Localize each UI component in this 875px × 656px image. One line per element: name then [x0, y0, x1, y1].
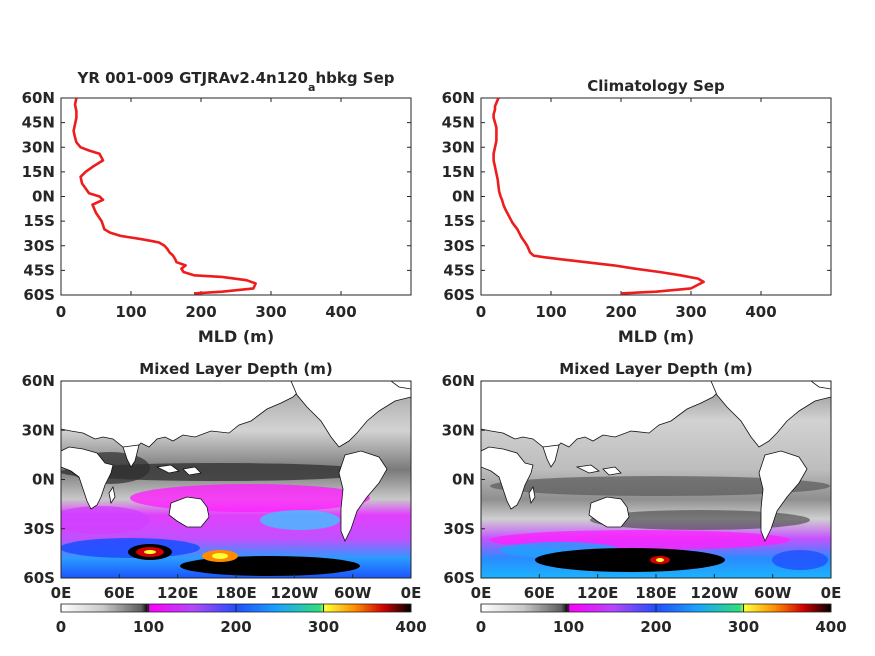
colorbar-tick-label: 200 — [640, 618, 671, 636]
y-tick-label: 30S — [443, 237, 475, 255]
x-tick-label: 400 — [745, 303, 776, 321]
map-1-field — [61, 381, 411, 578]
panel-1-axes-box — [60, 97, 412, 296]
map-y-tick-label: 60N — [442, 372, 475, 390]
map-x-tick-label: 180E — [635, 584, 677, 602]
y-tick-label: 15N — [22, 163, 55, 181]
x-tick-label: 200 — [185, 303, 216, 321]
colorbar-tick-label: 200 — [220, 618, 251, 636]
y-tick-label: 45N — [442, 114, 475, 132]
y-tick-label: 45S — [23, 261, 55, 279]
profile-panel-1: YR 001-009 GTJRAv2.4n120ahbkg Sep 60N 45N… — [22, 69, 412, 346]
x-tick-label: 300 — [675, 303, 706, 321]
map-x-tick-label: 120W — [690, 584, 738, 602]
colorbar-tick-label: 400 — [395, 618, 426, 636]
map-y-tick-label: 30S — [23, 520, 55, 538]
y-tick-label: 30S — [23, 237, 55, 255]
map-x-tick-label: 120E — [577, 584, 619, 602]
panel-1-title-suffix: hbkg Sep — [315, 69, 394, 87]
map-x-tick-label: 60W — [754, 584, 792, 602]
panel-1-x-axis-label: MLD (m) — [198, 327, 274, 346]
map-2-title: Mixed Layer Depth (m) — [559, 360, 752, 378]
y-tick-label: 45S — [443, 261, 475, 279]
map-y-tick-label: 30S — [443, 520, 475, 538]
colorbar-tick-label: 100 — [553, 618, 584, 636]
map-1-y-ticks: 60N 30N 0N 30S 60S — [22, 372, 65, 587]
map-y-tick-label: 60N — [22, 372, 55, 390]
map-x-tick-label: 0E — [51, 584, 72, 602]
y-tick-label: 15N — [442, 163, 475, 181]
y-tick-label: 15S — [23, 212, 55, 230]
x-tick-label: 300 — [255, 303, 286, 321]
colorbar-tick-label: 400 — [815, 618, 846, 636]
map-x-tick-label: 60E — [524, 584, 555, 602]
map-y-tick-label: 30N — [22, 421, 55, 439]
map-y-tick-label: 0N — [32, 471, 55, 489]
y-tick-label: 0N — [32, 188, 55, 206]
y-tick-label: 60N — [22, 89, 55, 107]
panel-1-y-ticks: 60N 45N 30N 15N 0N 15S 30S 45S 60S — [22, 89, 411, 304]
map-x-tick-label: 60W — [334, 584, 372, 602]
y-tick-label: 45N — [22, 114, 55, 132]
panel-2-y-ticks: 60N 45N 30N 15N 0N 15S 30S 45S 60S — [442, 89, 831, 304]
x-tick-label: 100 — [535, 303, 566, 321]
y-tick-label: 30N — [442, 138, 475, 156]
x-tick-label: 200 — [605, 303, 636, 321]
map-x-tick-label: 180E — [215, 584, 257, 602]
panel-1-title: YR 001-009 GTJRAv2.4n120ahbkg Sep — [76, 69, 394, 94]
profile-panel-2: Climatology Sep 60N45N30N15N0N15S30S45S6… — [442, 77, 832, 346]
map-2-field — [481, 381, 831, 578]
map-y-tick-label: 30N — [442, 421, 475, 439]
y-tick-label: 30N — [22, 138, 55, 156]
map-2-colorbar-ticks: 0 100 200 300 400 — [476, 604, 847, 636]
panel-2-axes-box — [480, 97, 832, 296]
colorbar-tick-label: 0 — [476, 618, 486, 636]
map-1-x-ticks: 0E 60E 120E 180E 120W 60W 0E — [51, 574, 422, 602]
map-x-tick-label: 0E — [401, 584, 422, 602]
map-y-tick-label: 60S — [443, 569, 475, 587]
x-tick-label: 0 — [476, 303, 486, 321]
y-tick-label: 60S — [443, 286, 475, 304]
map-1-colorbar-ticks: 0 100 200 300 400 — [56, 604, 427, 636]
map-2-x-ticks: 0E 60E 120E 180E 120W 60W 0E — [471, 574, 842, 602]
map-y-tick-label: 60S — [23, 569, 55, 587]
panel-2-x-ticks: 0 100 200 300 400 — [476, 98, 777, 321]
panel-1-x-ticks: 0 100 200 300 400 — [56, 98, 357, 321]
y-tick-label: 15S — [443, 212, 475, 230]
map-1-title: Mixed Layer Depth (m) — [139, 360, 332, 378]
map-x-tick-label: 120W — [270, 584, 318, 602]
colorbar-tick-label: 300 — [308, 618, 339, 636]
panel-2-x-axis-label: MLD (m) — [618, 327, 694, 346]
panel-1-mld-profile-line — [72, 98, 257, 295]
y-tick-label: 0N — [452, 188, 475, 206]
map-y-tick-label: 0N — [452, 471, 475, 489]
y-tick-label: 60S — [23, 286, 55, 304]
colorbar-tick-label: 0 — [56, 618, 66, 636]
panel-2-title: Climatology Sep — [587, 77, 725, 95]
colorbar-tick-label: 100 — [133, 618, 164, 636]
map-2-y-ticks: 60N 30N 0N 30S 60S — [442, 372, 485, 587]
panel-1-title-sub: a — [308, 81, 315, 94]
x-tick-label: 400 — [325, 303, 356, 321]
x-tick-label: 0 — [56, 303, 66, 321]
map-x-tick-label: 0E — [471, 584, 492, 602]
panel-2-mld-profile-line — [492, 98, 705, 295]
map-x-tick-label: 60E — [104, 584, 135, 602]
panel-1-title-main: YR 001-009 GTJRAv2.4n120 — [76, 69, 308, 87]
map-x-tick-label: 0E — [821, 584, 842, 602]
map-x-tick-label: 120E — [157, 584, 199, 602]
x-tick-label: 100 — [115, 303, 146, 321]
colorbar-tick-label: 300 — [728, 618, 759, 636]
y-tick-label: 60N — [442, 89, 475, 107]
